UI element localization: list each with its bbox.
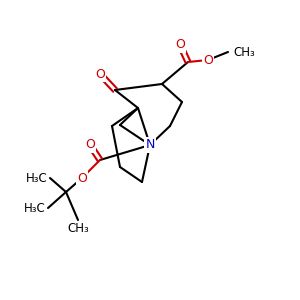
Text: O: O: [175, 38, 185, 52]
Text: O: O: [95, 68, 105, 80]
Text: N: N: [145, 139, 155, 152]
Text: O: O: [77, 172, 87, 184]
Text: H₃C: H₃C: [24, 202, 46, 214]
Text: O: O: [203, 53, 213, 67]
Text: O: O: [85, 139, 95, 152]
Text: CH₃: CH₃: [233, 46, 255, 59]
Text: CH₃: CH₃: [67, 222, 89, 235]
Text: H₃C: H₃C: [26, 172, 48, 184]
